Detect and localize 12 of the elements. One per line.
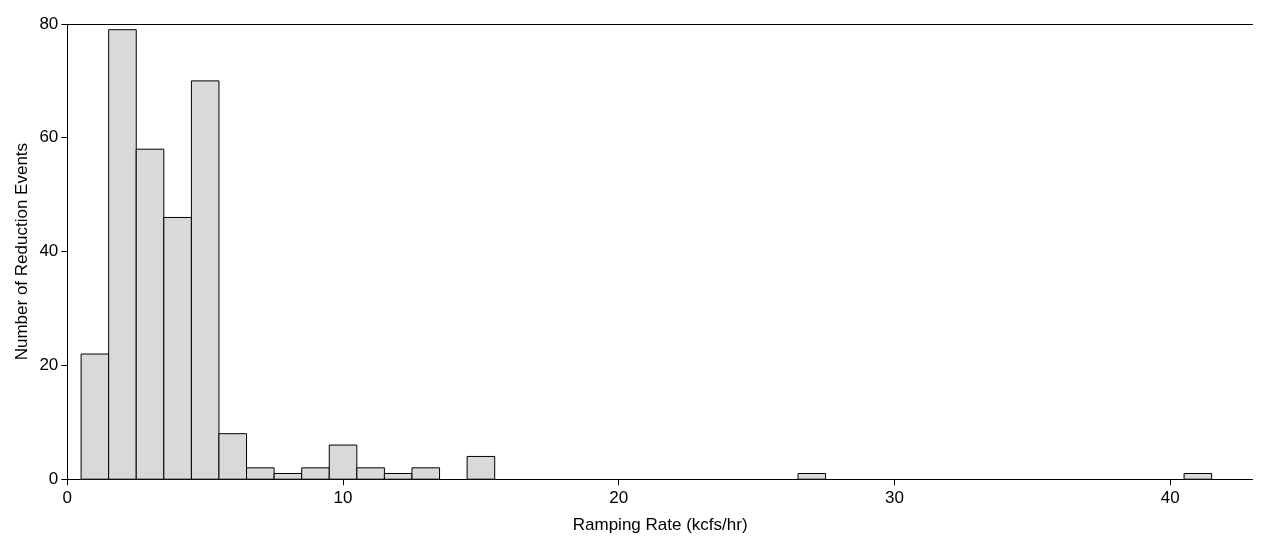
y-axis-title: Number of Reduction Events xyxy=(11,142,31,361)
x-tick-label: 40 xyxy=(1160,488,1180,508)
x-tick-label: 20 xyxy=(609,488,629,508)
y-tick-label: 20 xyxy=(39,355,59,375)
x-tick-label: 10 xyxy=(333,488,353,508)
y-tick-label: 80 xyxy=(39,13,59,33)
y-tick-label: 0 xyxy=(48,468,59,488)
x-tick-label: 30 xyxy=(885,488,904,508)
y-tick-label: 60 xyxy=(39,127,59,147)
x-tick-label: 0 xyxy=(62,488,73,508)
x-axis-title: Ramping Rate (kcfs/hr) xyxy=(572,515,748,535)
y-tick-label: 40 xyxy=(39,241,59,261)
